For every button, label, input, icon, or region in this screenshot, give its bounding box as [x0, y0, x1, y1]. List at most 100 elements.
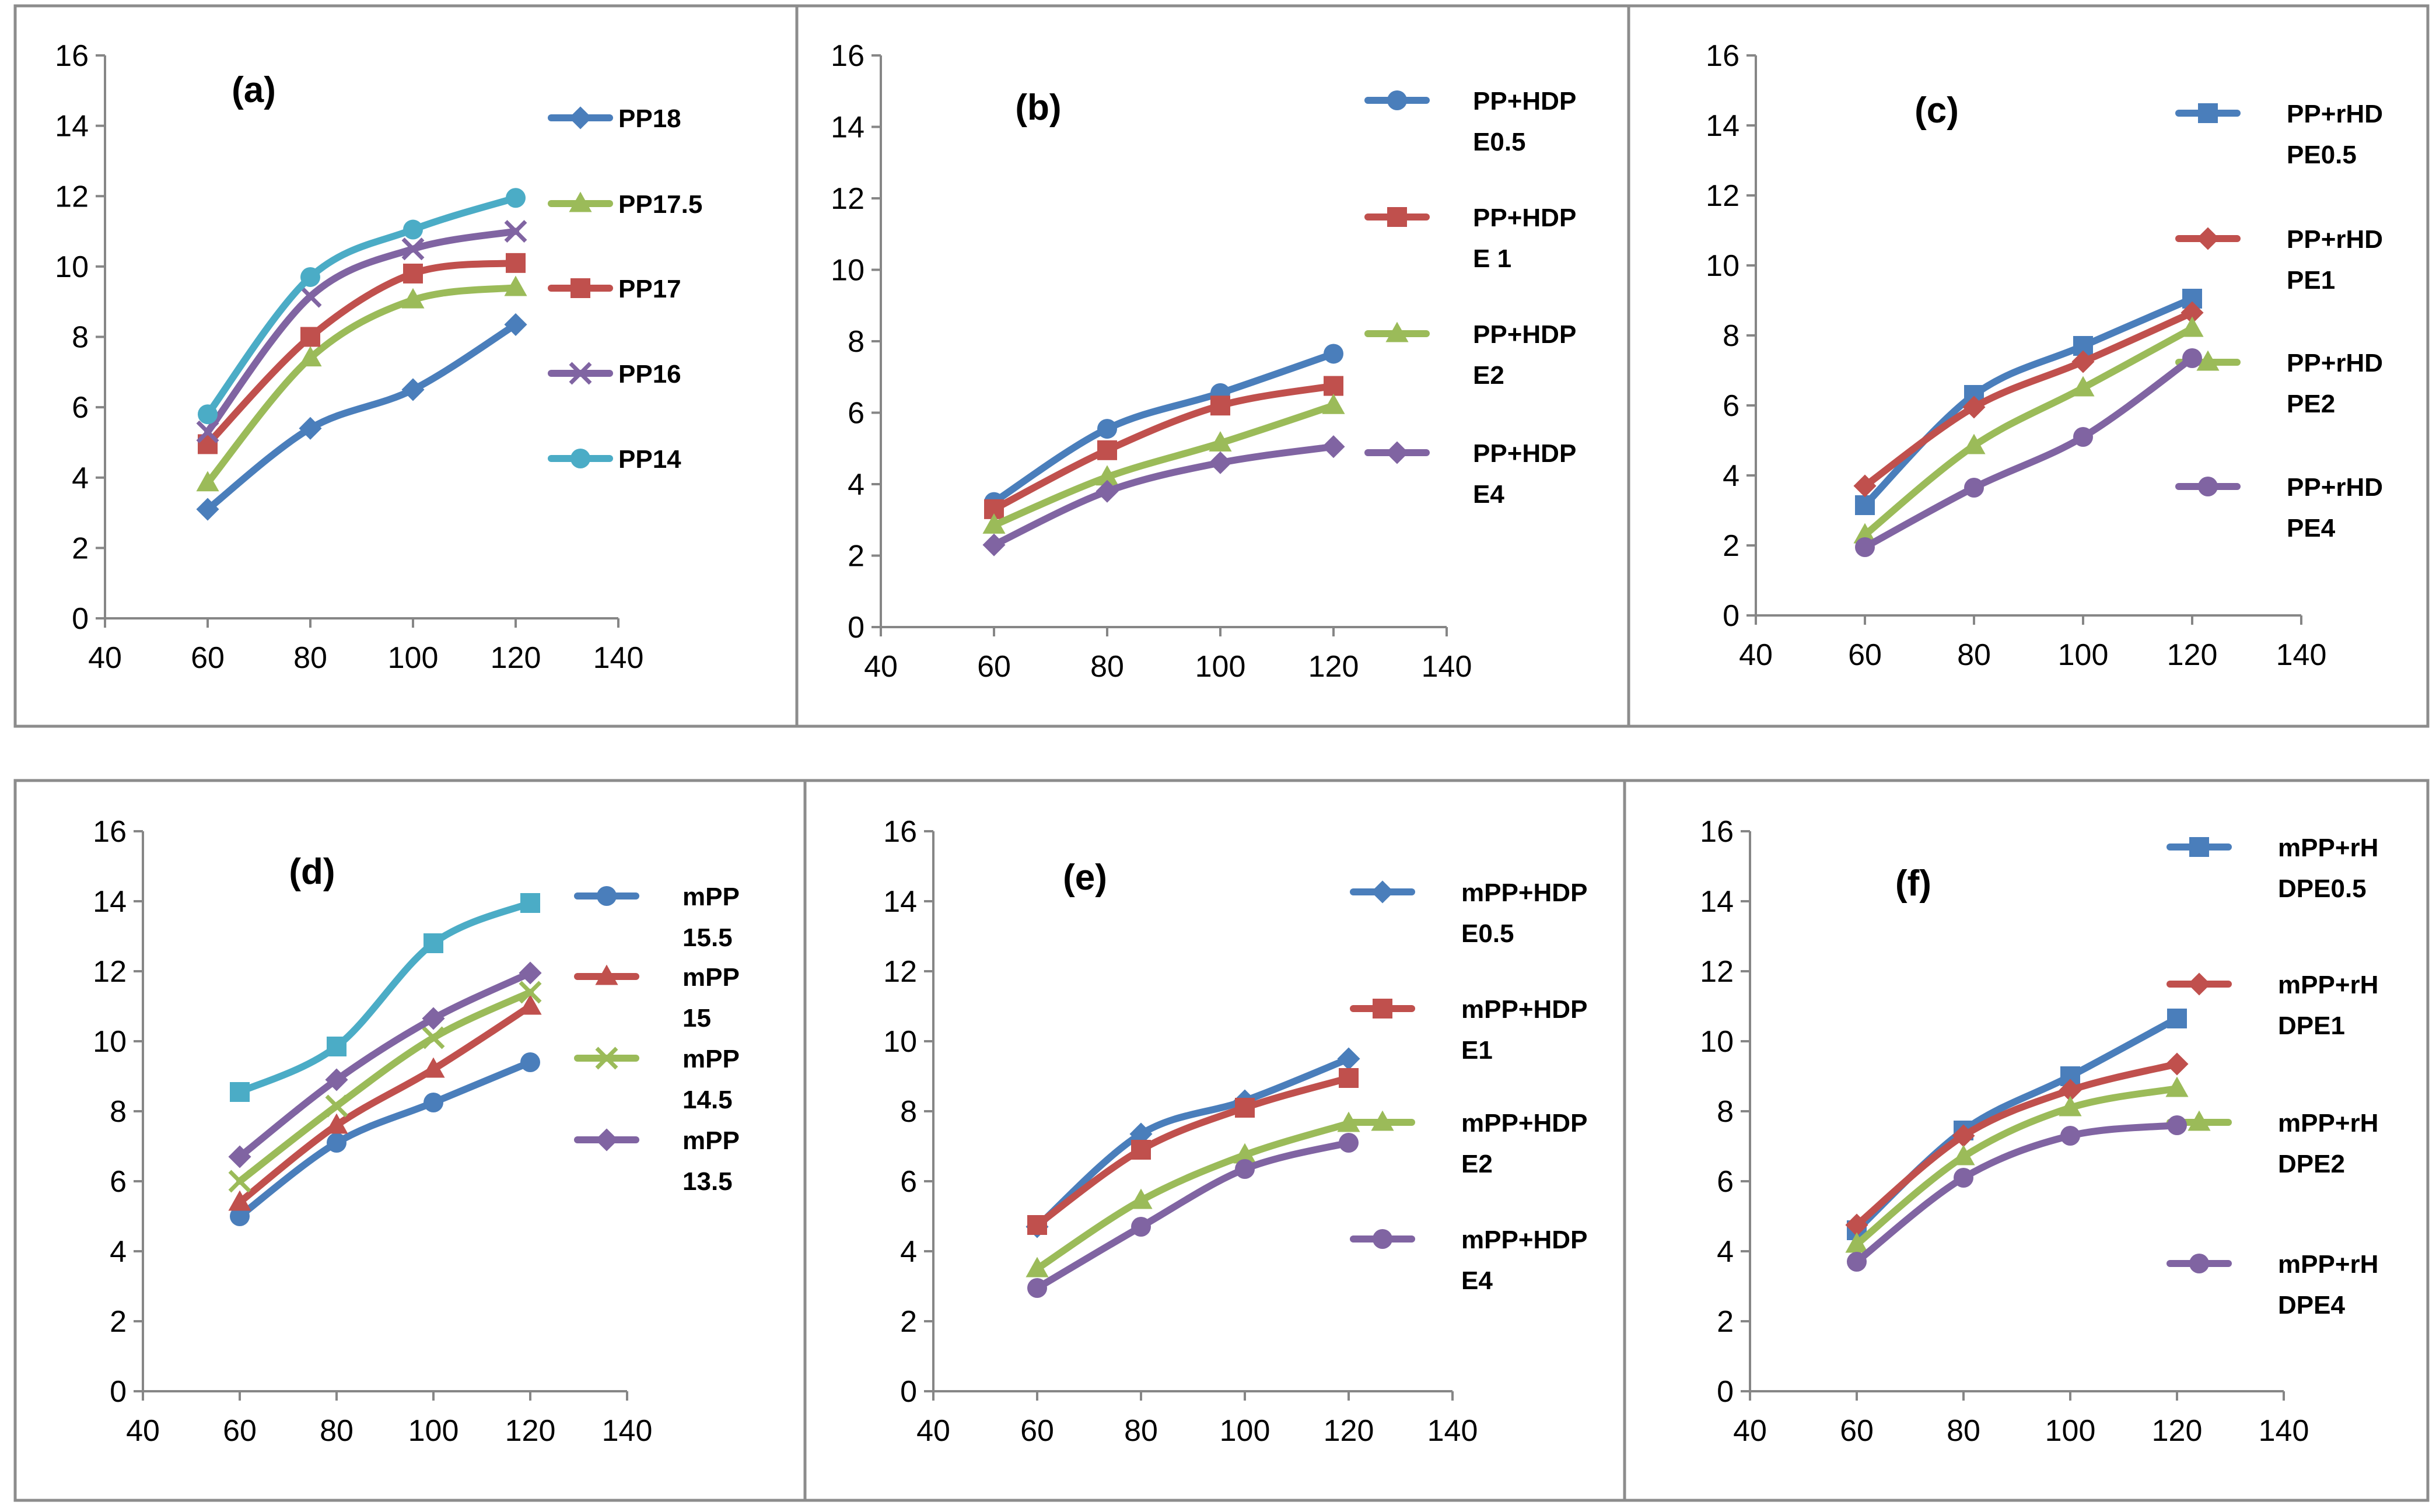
legend-marker — [1387, 207, 1407, 227]
legend-label: PE0.5 — [2287, 141, 2357, 169]
x-tick-label: 80 — [320, 1414, 354, 1448]
x-tick-label: 60 — [1020, 1414, 1054, 1448]
data-point — [1131, 1140, 1151, 1160]
legend-label: mPP+HDP — [1461, 878, 1587, 907]
x-tick-label: 100 — [2058, 638, 2109, 672]
y-tick-label: 2 — [110, 1305, 127, 1339]
data-point — [1235, 1098, 1255, 1118]
panel-title: (e) — [1063, 858, 1107, 898]
legend-label: E4 — [1461, 1266, 1493, 1295]
data-point — [1952, 1124, 1975, 1147]
x-tick-label: 100 — [1195, 650, 1246, 684]
x-tick-label: 40 — [916, 1414, 950, 1448]
legend-label: E2 — [1473, 361, 1504, 390]
legend-marker — [1385, 441, 1409, 464]
data-point — [2071, 376, 2095, 397]
series-line — [236, 900, 534, 1096]
data-point — [401, 237, 425, 261]
series-line — [1853, 1060, 2180, 1228]
series-line — [204, 284, 519, 487]
x-tick-label: 40 — [864, 650, 898, 684]
chart-panel: 0 2 4 6 8 10 12 14 16 40 60 80 100 120 140 (e) mPP+HDP E0… — [803, 779, 1626, 1502]
data-point — [1096, 480, 1119, 503]
y-tick-label: 0 — [1723, 599, 1740, 633]
data-point — [1847, 1252, 1867, 1272]
data-point — [1845, 1213, 1868, 1237]
series-line — [236, 970, 534, 1160]
data-point — [1233, 1143, 1256, 1164]
data-point — [982, 533, 1006, 556]
data-point — [1097, 419, 1117, 439]
data-point — [520, 1052, 540, 1072]
legend-label: PE1 — [2287, 266, 2335, 295]
legend-label: PE2 — [2287, 390, 2335, 418]
panel-title: (a) — [232, 70, 276, 110]
y-tick-label: 14 — [831, 111, 864, 145]
legend-label: PP17.5 — [618, 190, 702, 219]
y-tick-label: 14 — [883, 885, 917, 919]
legend-label: E2 — [1461, 1150, 1493, 1178]
y-tick-label: 0 — [72, 602, 89, 636]
x-tick-label: 80 — [1957, 638, 1991, 672]
y-tick-label: 8 — [1717, 1095, 1734, 1129]
legend-label: mPP — [682, 1126, 740, 1155]
x-tick-label: 140 — [2276, 638, 2327, 672]
data-point — [1855, 495, 1875, 515]
data-point — [1339, 1133, 1359, 1153]
series-line — [991, 382, 1337, 513]
y-tick-label: 10 — [93, 1025, 127, 1059]
data-point — [1324, 344, 1343, 364]
data-point — [504, 275, 527, 296]
y-tick-label: 16 — [1700, 815, 1734, 849]
x-tick-label: 120 — [1324, 1414, 1374, 1448]
series-line — [204, 259, 519, 448]
data-point — [230, 1082, 250, 1102]
series-line — [1034, 1074, 1352, 1228]
y-tick-label: 4 — [848, 468, 864, 502]
legend-label: 15 — [682, 1004, 711, 1032]
series-line — [1853, 1122, 2180, 1265]
x-tick-label: 60 — [1840, 1414, 1874, 1448]
x-tick-label: 100 — [2045, 1414, 2096, 1448]
data-point — [1337, 1047, 1360, 1070]
legend-label: PP18 — [618, 104, 681, 133]
panel-frame — [1623, 779, 2430, 1502]
data-point — [228, 1170, 251, 1193]
legend-label: PP+rHD — [2287, 225, 2383, 254]
data-point — [300, 267, 320, 287]
data-point — [403, 219, 423, 240]
data-point — [1131, 1217, 1151, 1237]
data-point — [327, 1037, 346, 1056]
data-point — [520, 893, 540, 913]
legend-label: mPP+HDP — [1461, 995, 1587, 1024]
y-tick-label: 8 — [1723, 319, 1740, 353]
x-tick-label: 80 — [1090, 650, 1124, 684]
data-point — [1210, 396, 1230, 416]
y-tick-label: 6 — [1723, 389, 1740, 423]
y-tick-label: 16 — [93, 815, 127, 849]
y-tick-label: 6 — [72, 391, 89, 425]
legend-label: DPE1 — [2278, 1012, 2345, 1040]
chart-panel: 0 2 4 6 8 10 12 14 16 40 60 80 100 120 140 (c) PP+rHD PE0… — [1627, 4, 2430, 728]
y-tick-label: 16 — [55, 39, 89, 73]
data-point — [1853, 474, 1877, 498]
y-tick-label: 0 — [1717, 1375, 1734, 1409]
legend-marker — [569, 191, 592, 212]
legend-label: DPE4 — [2278, 1291, 2345, 1320]
legend-marker — [569, 362, 592, 385]
legend-label: PP+rHD — [2287, 473, 2383, 502]
data-point — [1853, 523, 1877, 544]
series-line — [1853, 1085, 2180, 1248]
legend-label: mPP — [682, 963, 740, 992]
panel-title: (c) — [1915, 90, 1959, 131]
data-point — [401, 378, 425, 401]
x-tick-label: 60 — [1848, 638, 1882, 672]
data-point — [325, 1113, 348, 1134]
y-tick-label: 12 — [93, 955, 127, 989]
y-tick-label: 4 — [1717, 1235, 1734, 1269]
data-point — [1962, 433, 1986, 454]
legend-label: PP+rHD — [2287, 100, 2383, 128]
data-point — [1129, 1122, 1153, 1146]
series-line — [1861, 309, 2196, 489]
legend-label: PP16 — [618, 360, 681, 388]
